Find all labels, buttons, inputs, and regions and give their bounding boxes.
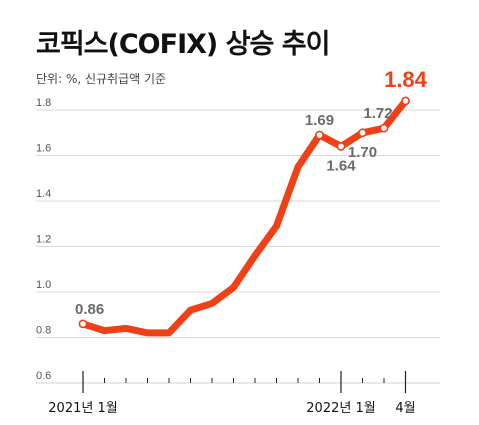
point-marker	[401, 96, 410, 106]
y-tick-label: 1.6	[36, 143, 51, 155]
chart-title: 코픽스(COFIX) 상승 추이	[36, 29, 330, 60]
data-label: 1.69	[305, 112, 334, 129]
point-marker	[358, 128, 367, 138]
data-label: 1.70	[348, 144, 377, 161]
point-marker	[315, 130, 324, 140]
series-line-path	[79, 97, 409, 337]
x-tick-label: 4월	[395, 401, 415, 416]
series-line	[79, 97, 409, 337]
data-label: 1.64	[326, 157, 356, 174]
point-markers	[78, 96, 410, 329]
data-label: 1.72	[363, 105, 392, 122]
y-tick-label: 1.8	[36, 97, 51, 109]
y-tick-label: 1.2	[36, 234, 51, 246]
x-tick-label: 2022년 1월	[306, 401, 375, 416]
y-axis-ticks: 0.6 0.8 1.0 1.2 1.4 1.6 1.8	[36, 97, 51, 382]
y-tick-label: 1.0	[36, 279, 51, 291]
point-marker	[336, 141, 346, 151]
data-label-highlight: 1.84	[384, 67, 428, 92]
y-tick-label: 0.6	[36, 370, 51, 382]
data-label: 0.86	[75, 301, 104, 318]
y-tick-label: 1.4	[36, 188, 51, 200]
unit-note: 단위: %, 신규취급액 기준	[36, 72, 167, 86]
point-marker	[379, 123, 389, 133]
x-axis-ticks: 2021년 1월 2022년 1월 4월	[48, 371, 416, 416]
y-tick-label: 0.8	[36, 325, 51, 337]
data-labels: 0.86 1.69 1.641.70 1.72 1.84	[75, 67, 428, 318]
point-marker	[78, 319, 88, 329]
x-tick-label: 2021년 1월	[48, 401, 117, 416]
grid-lines	[36, 109, 440, 384]
